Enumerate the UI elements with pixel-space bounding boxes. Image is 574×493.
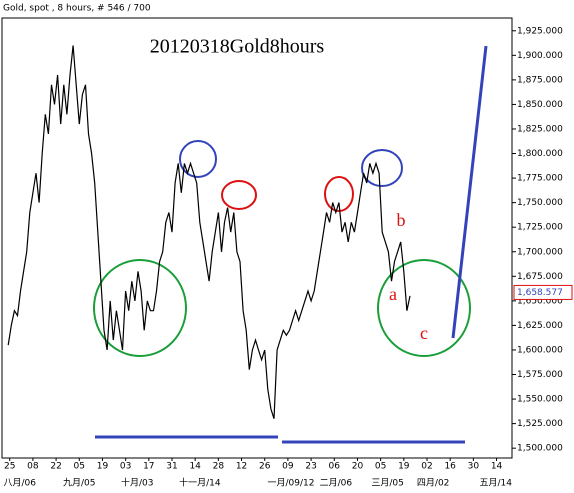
circle-annotation [361,149,403,187]
x-tick-label: 12 [236,462,247,472]
y-tick-label: 1,525.000 [517,419,563,429]
x-tick-label: 26 [259,462,271,472]
y-tick-label: 1,675.000 [517,272,563,282]
circle-annotation [221,180,257,210]
month-label: 五月/14 [480,478,513,489]
x-tick-label: 14 [189,462,201,472]
y-tick-label: 1,575.000 [517,370,563,380]
x-tick-label: 08 [27,462,39,472]
x-tick-label: 09 [282,462,294,472]
chart-title: 20120318Gold8hours [150,36,325,58]
x-tick-label: 25 [4,462,15,472]
x-tick-label: 30 [468,462,480,472]
y-tick-label: 1,625.000 [517,321,563,331]
circle-annotation [179,140,217,178]
x-tick-label: 17 [143,462,154,472]
month-label: 十月/03 [121,477,154,489]
last-price-box [513,284,573,300]
y-tick-label: 1,775.000 [517,174,563,184]
x-tick-label: 03 [120,462,131,472]
month-label: 一月/09/12 [268,478,315,489]
last-price-label: 1,658.577 [517,288,563,298]
x-tick-label: 19 [97,462,109,472]
chart-header: Gold, spot , 8 hours, # 546 / 700 [3,4,151,14]
y-tick-label: 1,700.000 [517,247,563,257]
x-tick-label: 22 [50,462,61,472]
annotation: b [397,210,406,230]
x-tick-label: 02 [421,462,432,472]
x-tick-label: 14 [491,462,503,472]
y-tick-label: 1,900.000 [517,51,563,61]
month-label: 八月/06 [4,478,37,489]
x-tick-label: 31 [166,462,177,472]
y-tick-label: 1,825.000 [517,124,563,134]
y-tick-label: 1,725.000 [517,223,563,233]
price-line [7,45,411,419]
circle-annotation [324,176,354,212]
y-tick-label: 1,800.000 [517,149,563,159]
x-tick-label: 05 [74,462,85,472]
plot-frame [1,17,513,459]
x-tick-label: 20 [352,462,364,472]
y-tick-label: 1,850.000 [517,100,563,110]
y-tick-label: 1,750.000 [517,198,563,208]
y-tick-label: 1,925.000 [517,26,563,36]
month-label: 三月/05 [371,478,404,489]
month-label: 十一月/14 [179,477,221,489]
x-tick-label: 19 [398,462,410,472]
month-label: 四月/02 [417,478,450,489]
circle-annotation [93,259,187,357]
y-tick-label: 1,500.000 [517,444,563,454]
y-tick-label: 1,650.000 [517,296,563,306]
x-tick-label: 16 [444,462,456,472]
y-tick-label: 1,875.000 [517,75,563,85]
x-tick-label: 23 [305,462,316,472]
x-tick-label: 28 [213,462,225,472]
y-tick-label: 1,550.000 [517,395,563,405]
annotation: a [389,284,397,304]
month-label: 二月/06 [320,478,353,489]
y-tick-label: 1,600.000 [517,345,563,355]
month-label: 九月/05 [63,478,96,489]
x-tick-label: 05 [375,462,386,472]
blue-line [451,45,488,339]
circle-annotation [377,259,471,357]
x-tick-label: 06 [329,462,341,472]
annotation: c [420,323,428,343]
